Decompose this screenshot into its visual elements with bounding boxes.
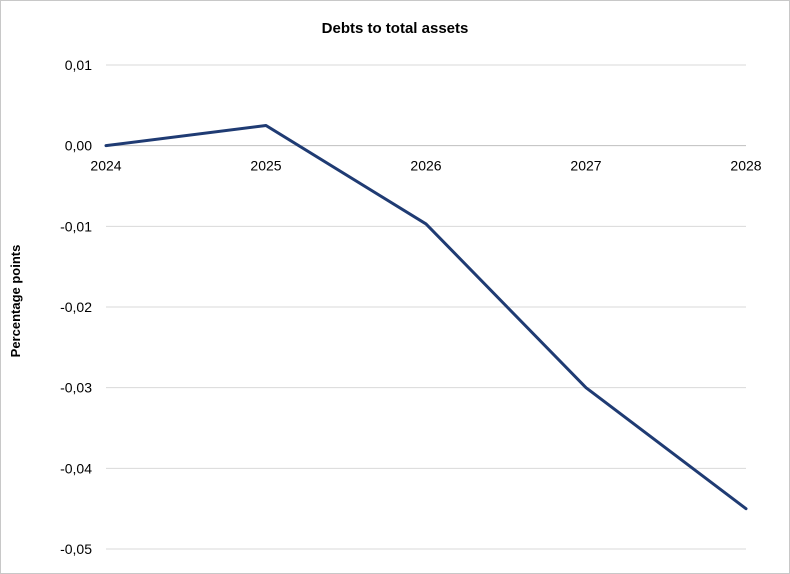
y-tick-label: -0,04 [60,460,92,476]
y-tick-label: -0,05 [60,541,92,557]
x-tick-label: 2025 [250,158,281,174]
y-axis-label: Percentage points [8,245,23,358]
x-tick-label: 2027 [570,158,601,174]
x-tick-label: 2024 [90,158,121,174]
chart-title: Debts to total assets [322,20,469,37]
y-tick-label: -0,01 [60,218,92,234]
y-tick-label: -0,02 [60,299,92,315]
x-tick-label: 2028 [730,158,761,174]
series-line [104,124,748,511]
y-tick-label: -0,03 [60,380,92,396]
x-axis-ticks: 2024 2025 2026 2027 2028 [90,158,761,174]
y-tick-label: 0,00 [65,138,92,154]
y-axis-ticks: 0,01 0,00 -0,01 -0,02 -0,03 -0,04 -0,05 [60,57,92,557]
series-layer [104,124,748,511]
gridlines [106,64,746,550]
x-tick-label: 2026 [410,158,441,174]
y-tick-label: 0,01 [65,57,92,73]
